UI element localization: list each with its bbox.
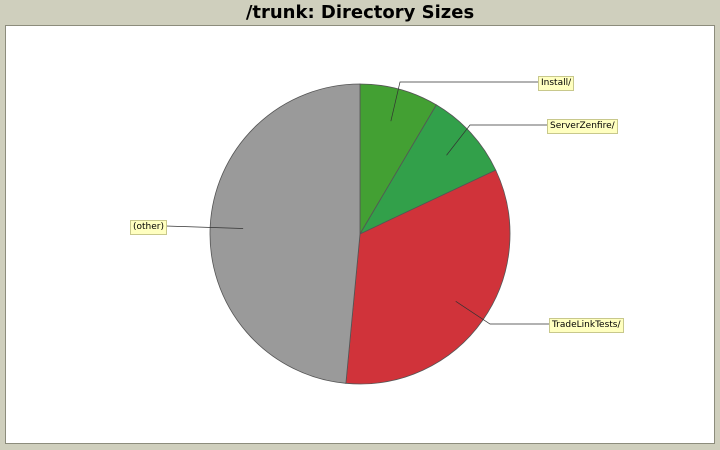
slice-label-serverzenfire: ServerZenfire/ bbox=[547, 119, 618, 134]
slice-other-leader-line bbox=[165, 225, 244, 229]
slice-tradelinktests bbox=[345, 169, 511, 385]
slice-other bbox=[209, 83, 361, 384]
slice-serverzenfire-leader-line bbox=[446, 124, 547, 156]
slice-install-leader-line bbox=[390, 81, 538, 122]
slice-serverzenfire bbox=[358, 104, 497, 235]
slice-label-tradelinktests: TradeLinkTests/ bbox=[549, 318, 624, 333]
chart-title: /trunk: Directory Sizes bbox=[245, 2, 475, 23]
slice-label-other: (other) bbox=[130, 220, 167, 235]
slice-label-install: Install/ bbox=[538, 76, 575, 91]
slice-tradelinktests-leader-line bbox=[455, 300, 549, 325]
